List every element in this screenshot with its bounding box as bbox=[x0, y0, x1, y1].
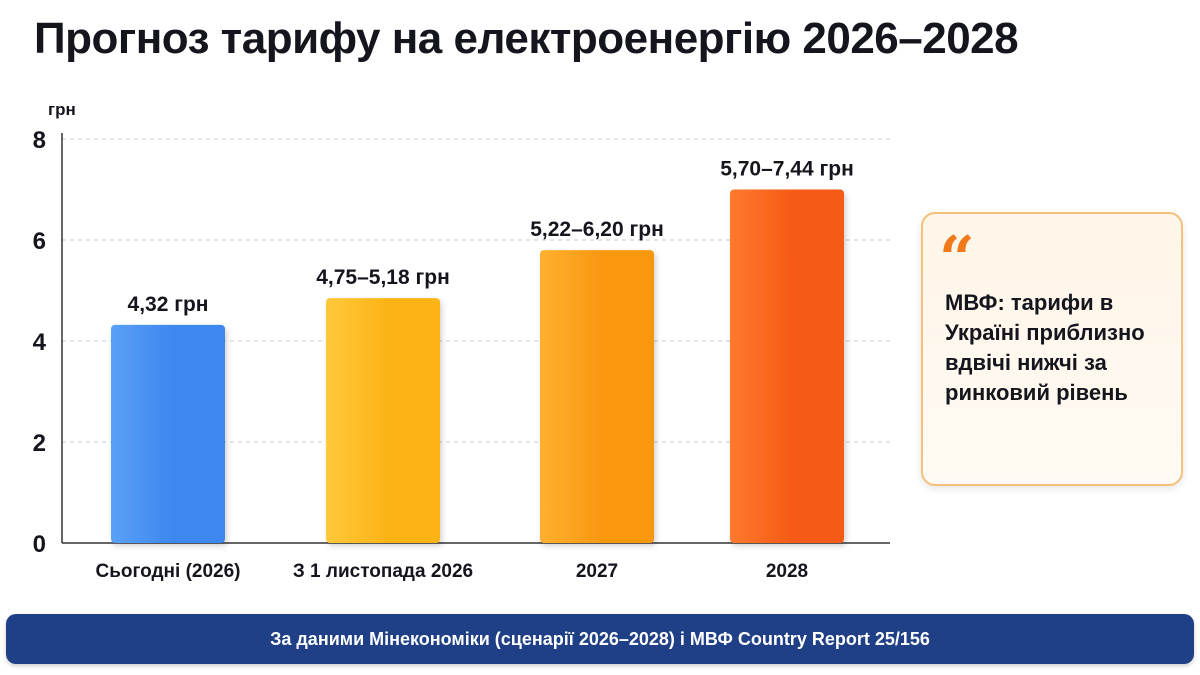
bar-value-label: 5,70–7,44 грн bbox=[720, 158, 854, 181]
labels: 4,32 грн Сьогодні (2026) 4,75–5,18 грн З 1 … bbox=[95, 158, 853, 583]
y-tick-label: 0 bbox=[33, 531, 46, 558]
footer-text: За даними Мінекономіки (сценарії 2026–20… bbox=[270, 628, 930, 649]
bar bbox=[730, 189, 844, 543]
callout-text: МВФ: тарифи в Україні приблизно вдвічі н… bbox=[945, 290, 1145, 405]
page-title: Прогноз тарифу на електроенергію 2026–20… bbox=[34, 14, 1019, 63]
imf-callout: “ МВФ: тарифи в Україні приблизно вдвічі… bbox=[921, 212, 1183, 486]
bar bbox=[540, 250, 654, 543]
y-tick-label: 4 bbox=[33, 329, 47, 356]
x-tick-label: Сьогодні (2026) bbox=[95, 561, 240, 582]
bar-value-label: 4,32 грн bbox=[128, 293, 209, 316]
x-tick-label: 2028 bbox=[766, 561, 808, 582]
bar-value-label: 4,75–5,18 грн bbox=[316, 266, 450, 289]
x-tick-label: З 1 листопада 2026 bbox=[293, 561, 473, 582]
y-tick-label: 8 bbox=[33, 127, 46, 154]
bars bbox=[111, 189, 844, 543]
y-tick-label: 6 bbox=[33, 228, 46, 255]
bar-value-label: 5,22–6,20 грн bbox=[530, 218, 664, 241]
source-footer: За даними Мінекономіки (сценарії 2026–20… bbox=[6, 614, 1194, 664]
quote-icon: “ bbox=[939, 222, 975, 295]
bar bbox=[111, 324, 225, 543]
y-axis-label: грн bbox=[48, 100, 76, 119]
y-tick-label: 2 bbox=[33, 430, 46, 457]
x-tick-label: 2027 bbox=[576, 561, 618, 582]
bar bbox=[326, 298, 440, 543]
